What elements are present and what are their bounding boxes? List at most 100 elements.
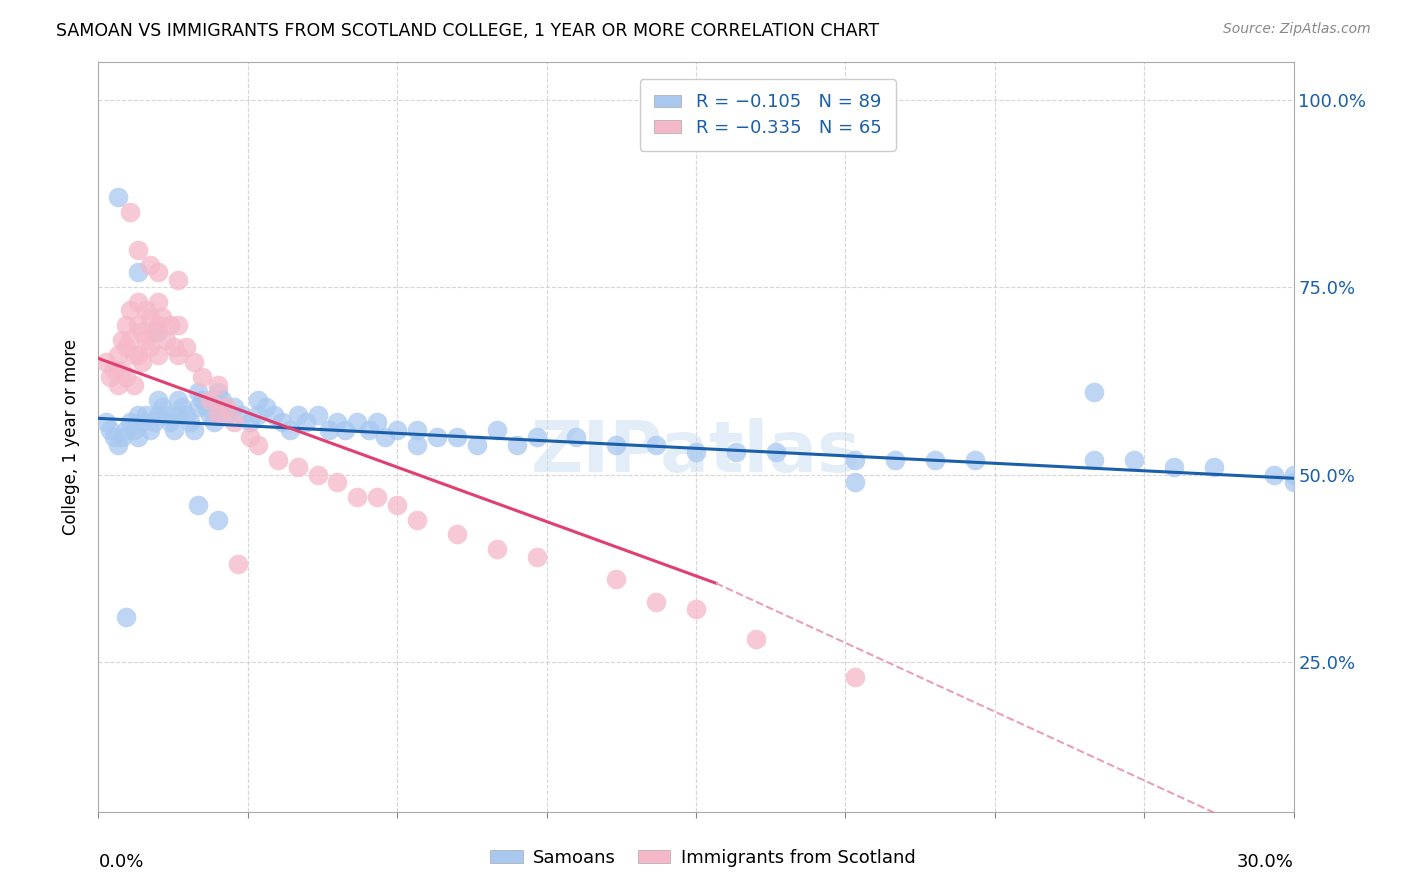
Point xyxy=(120,333,142,347)
Point xyxy=(426,430,449,444)
Point xyxy=(124,377,146,392)
Point xyxy=(135,333,157,347)
Point xyxy=(374,430,396,444)
Point xyxy=(506,437,529,451)
Point xyxy=(115,318,138,332)
Point xyxy=(270,415,292,429)
Point xyxy=(163,340,186,354)
Point xyxy=(198,392,221,407)
Point xyxy=(111,333,134,347)
Point xyxy=(139,258,162,272)
Point xyxy=(124,423,146,437)
Point xyxy=(167,408,190,422)
Point xyxy=(222,400,245,414)
Legend: Samoans, Immigrants from Scotland: Samoans, Immigrants from Scotland xyxy=(482,842,924,874)
Point xyxy=(207,400,229,414)
Point xyxy=(765,445,787,459)
Point xyxy=(195,400,218,414)
Point xyxy=(318,423,340,437)
Point xyxy=(366,490,388,504)
Point xyxy=(139,340,162,354)
Point xyxy=(485,423,508,437)
Point xyxy=(198,408,221,422)
Point xyxy=(724,445,747,459)
Point xyxy=(148,265,170,279)
Point xyxy=(124,348,146,362)
Point xyxy=(111,362,134,376)
Text: ZIPatlas: ZIPatlas xyxy=(531,417,860,486)
Point xyxy=(406,423,429,437)
Point xyxy=(167,273,190,287)
Point xyxy=(385,498,409,512)
Point xyxy=(183,355,205,369)
Point xyxy=(207,408,229,422)
Point xyxy=(565,430,588,444)
Point xyxy=(103,430,125,444)
Point xyxy=(406,512,429,526)
Point xyxy=(107,190,129,204)
Point xyxy=(150,310,173,325)
Point xyxy=(131,415,153,429)
Point xyxy=(187,498,209,512)
Point xyxy=(239,415,262,429)
Point xyxy=(191,392,214,407)
Point xyxy=(143,325,166,339)
Point xyxy=(179,415,201,429)
Point xyxy=(246,437,269,451)
Point xyxy=(111,430,134,444)
Point xyxy=(139,310,162,325)
Point xyxy=(148,392,170,407)
Point xyxy=(103,362,125,376)
Point xyxy=(1263,467,1285,482)
Point xyxy=(239,430,262,444)
Point xyxy=(1163,460,1185,475)
Point xyxy=(127,430,149,444)
Point xyxy=(96,415,118,429)
Legend: R = −0.105   N = 89, R = −0.335   N = 65: R = −0.105 N = 89, R = −0.335 N = 65 xyxy=(640,79,896,151)
Point xyxy=(148,325,170,339)
Point xyxy=(254,400,277,414)
Point xyxy=(685,602,707,616)
Point xyxy=(526,549,548,564)
Point xyxy=(98,423,122,437)
Point xyxy=(159,415,181,429)
Point xyxy=(294,415,316,429)
Point xyxy=(263,408,285,422)
Point xyxy=(346,415,368,429)
Point xyxy=(359,423,381,437)
Point xyxy=(226,558,249,572)
Point xyxy=(115,610,138,624)
Point xyxy=(174,408,197,422)
Point xyxy=(346,490,368,504)
Point xyxy=(96,355,118,369)
Point xyxy=(485,542,508,557)
Point xyxy=(222,415,245,429)
Point xyxy=(159,318,181,332)
Point xyxy=(307,467,329,482)
Point xyxy=(385,423,409,437)
Point xyxy=(135,408,157,422)
Point xyxy=(1282,475,1305,489)
Point xyxy=(884,452,907,467)
Point xyxy=(406,437,429,451)
Point xyxy=(1083,452,1105,467)
Text: 0.0%: 0.0% xyxy=(98,853,143,871)
Point xyxy=(645,595,668,609)
Point xyxy=(167,318,190,332)
Text: Source: ZipAtlas.com: Source: ZipAtlas.com xyxy=(1223,22,1371,37)
Y-axis label: College, 1 year or more: College, 1 year or more xyxy=(62,339,80,535)
Point xyxy=(446,527,468,541)
Point xyxy=(278,423,301,437)
Point xyxy=(155,408,177,422)
Point xyxy=(844,475,866,489)
Point xyxy=(307,408,329,422)
Point xyxy=(131,355,153,369)
Point xyxy=(120,302,142,317)
Point xyxy=(148,295,170,310)
Point xyxy=(127,348,149,362)
Point xyxy=(131,325,153,339)
Point xyxy=(1202,460,1225,475)
Point xyxy=(163,423,186,437)
Point xyxy=(143,415,166,429)
Point xyxy=(191,370,214,384)
